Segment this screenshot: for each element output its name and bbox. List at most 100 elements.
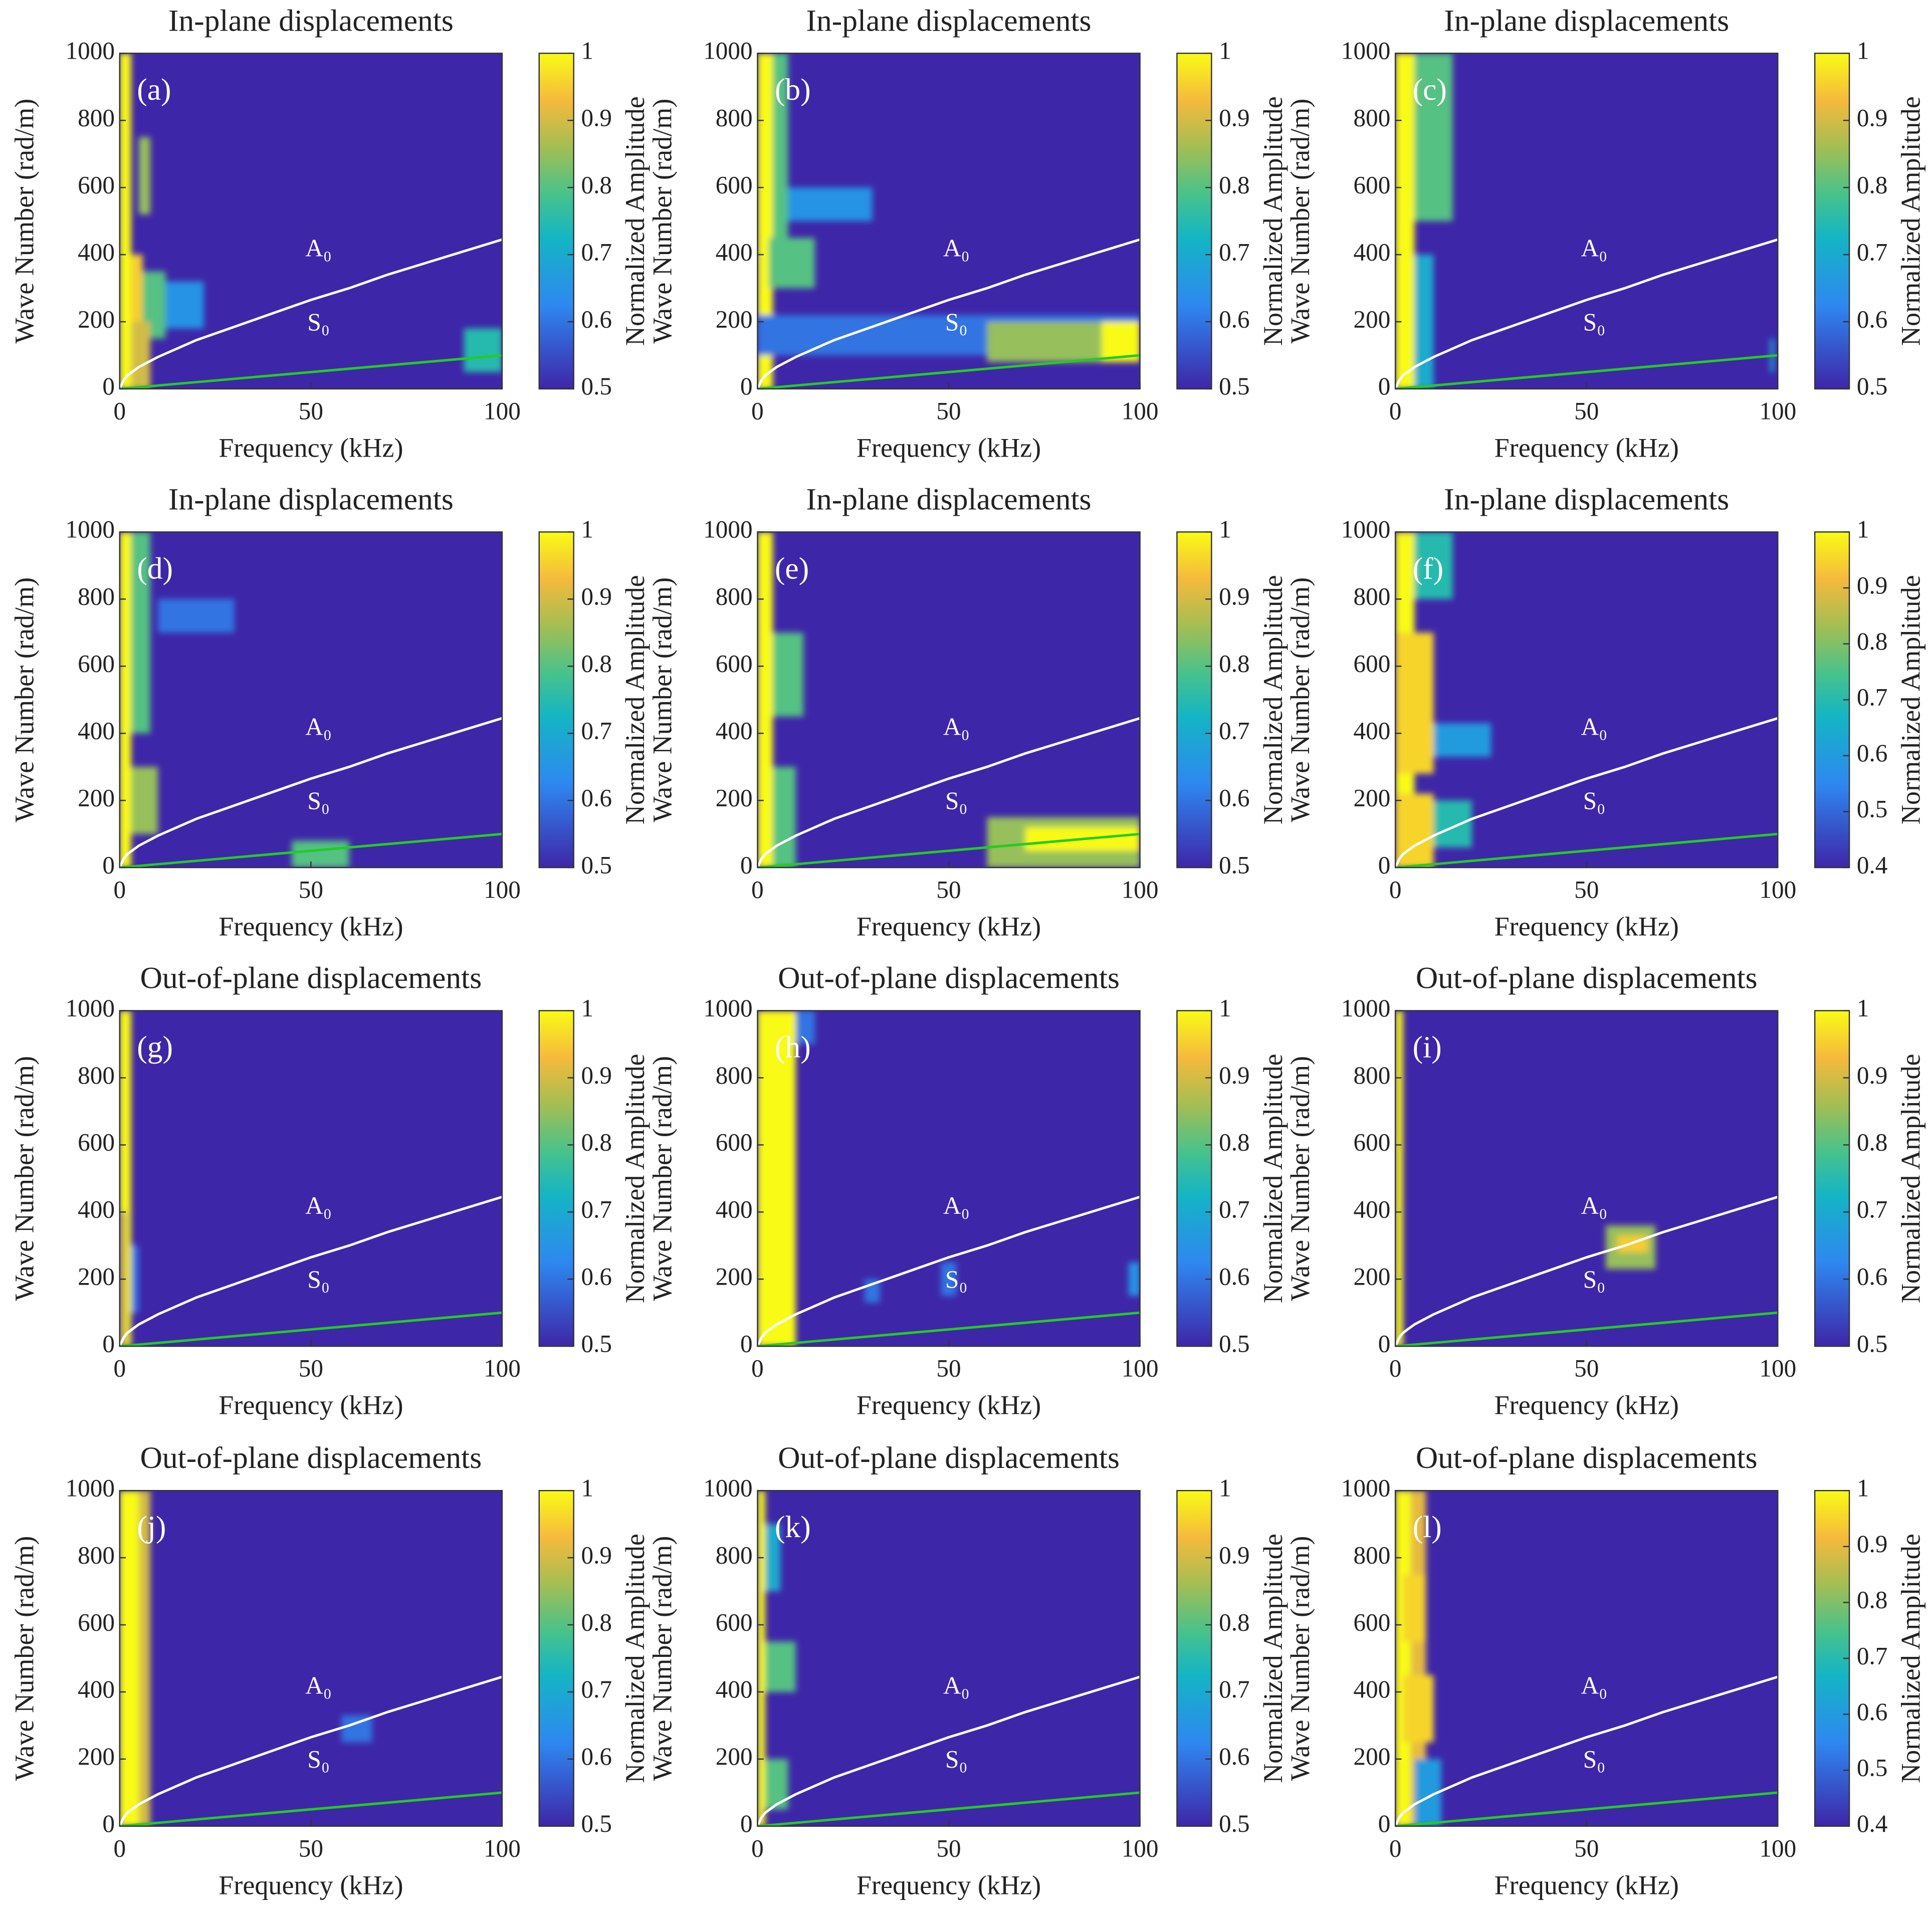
y-tick-label: 400 <box>1353 1196 1390 1223</box>
colorbar-tick-label: 0.8 <box>1857 171 1888 198</box>
heatmap-cell <box>795 1010 815 1044</box>
curve <box>1395 354 1778 389</box>
colorbar-tick-label: 0.9 <box>1219 1061 1250 1089</box>
y-tick-label: 600 <box>716 171 753 198</box>
curve-label: A₀ <box>943 1192 970 1219</box>
heatmap-cell <box>941 1262 957 1296</box>
plot-area <box>1395 53 1778 389</box>
colorbar-tick-label: 0.7 <box>1857 1642 1888 1669</box>
heatmap-cell <box>165 281 204 329</box>
x-tick-label: 0 <box>113 876 126 904</box>
curve <box>119 717 502 868</box>
colorbar-tick-label: 0.5 <box>1857 1330 1888 1357</box>
colorbar-tick-label: 0.8 <box>581 171 612 198</box>
y-axis-label: Wave Number (rad/m) <box>10 1056 40 1301</box>
heatmap-cell <box>1128 1262 1140 1296</box>
heatmap-cell <box>765 1759 788 1810</box>
curve-label: A₀ <box>305 713 332 741</box>
y-tick-label: 600 <box>716 1608 753 1636</box>
colorbar-tick-label: 0.8 <box>1219 171 1250 198</box>
y-tick-label: 200 <box>1353 784 1390 811</box>
panel-label: (h) <box>775 1030 811 1064</box>
colorbar-tick-label: 0.8 <box>1219 1129 1250 1156</box>
heatmap-cell <box>769 238 815 289</box>
curve-label: S₀ <box>1583 787 1606 814</box>
curve-label: S₀ <box>945 308 968 336</box>
curve-label: S₀ <box>307 787 330 814</box>
y-tick-label: 400 <box>716 238 753 266</box>
colorbar-tick-label: 0.6 <box>1219 1263 1250 1291</box>
colorbar <box>1176 1490 1212 1827</box>
colorbar-tick-label: 0.5 <box>1219 1810 1250 1837</box>
colorbar <box>538 53 574 390</box>
colorbar-tick-label: 0.9 <box>1857 1530 1888 1558</box>
plot-area <box>119 532 502 868</box>
heatmap-cell <box>757 532 773 868</box>
panel-title: Out-of-plane displacements <box>1416 1441 1758 1475</box>
curve-label: A₀ <box>305 1192 332 1219</box>
x-tick-label: 50 <box>1574 1834 1599 1862</box>
heatmap <box>1395 1491 1778 1826</box>
heatmap-cell <box>1433 800 1472 847</box>
y-tick-label: 1000 <box>1341 37 1390 65</box>
heatmap <box>119 1491 502 1826</box>
colorbar-tick-label: 0.6 <box>581 1263 612 1291</box>
x-axis-label: Frequency (kHz) <box>856 1390 1041 1420</box>
x-axis-label: Frequency (kHz) <box>1494 433 1679 463</box>
curve-label: A₀ <box>305 235 332 262</box>
y-axis-label: Wave Number (rad/m) <box>10 577 40 822</box>
curve-label: A₀ <box>305 1671 332 1699</box>
colorbar-tick-label: 0.6 <box>581 1743 612 1770</box>
curve-label: A₀ <box>1581 1192 1608 1219</box>
y-tick-label: 400 <box>716 1675 753 1703</box>
heatmap-cell <box>1403 1574 1426 1642</box>
colorbar-tick-label: 0.6 <box>1857 1698 1888 1726</box>
heatmap-cell <box>119 53 131 389</box>
y-tick-label: 800 <box>1353 104 1390 132</box>
plot-area <box>119 53 502 389</box>
x-tick-label: 100 <box>1122 397 1159 424</box>
colorbar-tick-label: 0.9 <box>1857 104 1888 132</box>
x-tick-label: 100 <box>484 1834 521 1862</box>
panel-title: Out-of-plane displacements <box>778 1441 1120 1475</box>
x-tick-label: 100 <box>484 876 521 904</box>
x-axis-label: Frequency (kHz) <box>856 433 1041 463</box>
y-tick-label: 1000 <box>703 37 752 65</box>
panel-title: In-plane displacements <box>806 4 1092 38</box>
heatmap-cell <box>119 1491 139 1826</box>
x-tick-label: 0 <box>751 1834 764 1862</box>
x-tick-label: 0 <box>751 876 764 904</box>
heatmap-cell <box>1395 632 1434 774</box>
y-axis-label: Wave Number (rad/m) <box>647 1536 677 1781</box>
colorbar-tick-label: 1 <box>581 994 593 1022</box>
y-tick-label: 1000 <box>65 994 114 1022</box>
curve <box>1395 1675 1778 1826</box>
x-tick-label: 0 <box>1389 1355 1402 1382</box>
heatmap-cell <box>464 328 502 372</box>
y-tick-label: 0 <box>1378 1810 1391 1837</box>
x-axis-label: Frequency (kHz) <box>856 1870 1041 1900</box>
y-tick-label: 800 <box>78 1061 115 1089</box>
x-tick-label: 50 <box>299 876 323 904</box>
y-tick-label: 600 <box>78 1608 115 1636</box>
heatmap-cell <box>131 767 158 834</box>
y-axis-label: Wave Number (rad/m) <box>647 577 677 822</box>
heatmap-cell <box>757 1491 765 1826</box>
curve-label: A₀ <box>943 235 970 262</box>
panel-label: (d) <box>137 551 173 585</box>
heatmap-cells <box>757 1010 1140 1347</box>
panel-label: (k) <box>775 1510 811 1544</box>
y-axis-label: Wave Number (rad/m) <box>1285 1056 1315 1301</box>
colorbar-tick-label: 0.5 <box>1857 372 1888 400</box>
colorbar-tick-label: 0.7 <box>581 717 612 744</box>
y-tick-label: 200 <box>1353 1743 1390 1770</box>
curve <box>757 832 1140 868</box>
heatmap-cell <box>1414 255 1434 389</box>
y-tick-label: 1000 <box>65 1474 114 1502</box>
y-tick-label: 0 <box>740 851 753 879</box>
x-tick-label: 0 <box>1389 876 1402 904</box>
x-tick-label: 100 <box>1759 397 1796 424</box>
